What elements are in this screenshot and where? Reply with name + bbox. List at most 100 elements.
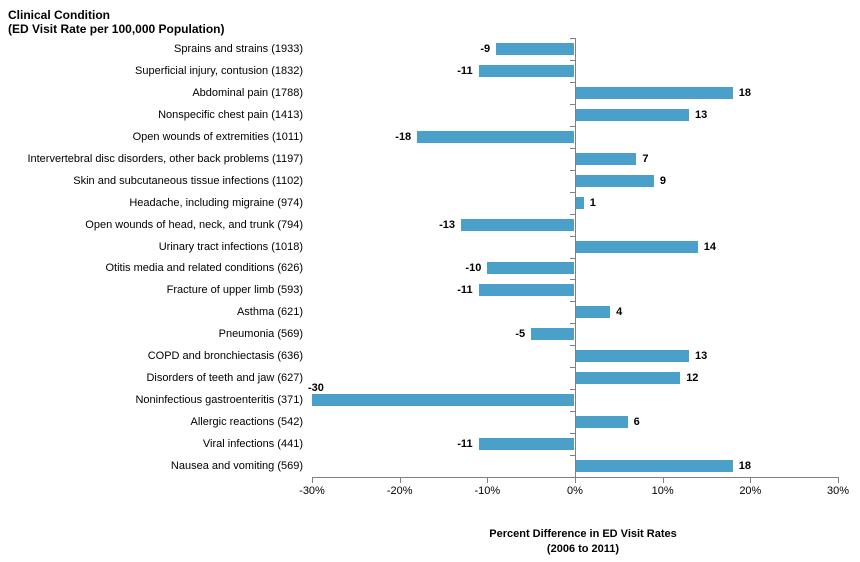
chart-title-line1: Clinical Condition bbox=[8, 8, 110, 22]
category-label: Superficial injury, contusion (1832) bbox=[135, 64, 303, 77]
bar-value-label: 7 bbox=[642, 152, 649, 165]
bar-value-label: 13 bbox=[694, 350, 708, 363]
category-label: Disorders of teeth and jaw (627) bbox=[146, 372, 303, 385]
category-axis-tick bbox=[570, 411, 575, 413]
category-label: Open wounds of head, neck, and trunk (79… bbox=[85, 218, 303, 231]
category-label: Noninfectious gastroenteritis (371) bbox=[135, 394, 303, 407]
category-axis-tick bbox=[570, 59, 575, 61]
category-label: Abdominal pain (1788) bbox=[192, 86, 303, 99]
category-label: Headache, including migraine (974) bbox=[129, 196, 303, 209]
category-axis-tick bbox=[570, 125, 575, 127]
category-axis-tick bbox=[570, 301, 575, 303]
bar bbox=[576, 174, 654, 187]
category-axis-tick bbox=[570, 38, 575, 39]
bar bbox=[576, 108, 689, 121]
bar-value-label: -13 bbox=[439, 218, 456, 231]
bar-value-label: -30 bbox=[308, 382, 324, 395]
chart-title-line2: (ED Visit Rate per 100,000 Population) bbox=[8, 22, 225, 36]
category-axis-tick bbox=[570, 257, 575, 259]
bar bbox=[576, 416, 628, 429]
bar bbox=[576, 306, 611, 319]
x-axis-tick bbox=[662, 478, 664, 483]
category-axis-tick bbox=[570, 147, 575, 149]
bar-value-label: -11 bbox=[457, 438, 473, 451]
bar bbox=[478, 64, 574, 77]
bar-value-label: 14 bbox=[703, 240, 716, 253]
x-axis-title-line2: (2006 to 2011) bbox=[546, 543, 620, 555]
x-axis-tick bbox=[750, 478, 752, 483]
bar-value-label: 4 bbox=[616, 306, 623, 319]
category-axis-line bbox=[575, 38, 576, 477]
bar-value-label: 18 bbox=[738, 460, 752, 473]
x-axis-tick bbox=[399, 478, 401, 483]
bar-value-label: -11 bbox=[457, 64, 473, 77]
bar bbox=[576, 372, 681, 385]
category-label: Pneumonia (569) bbox=[218, 328, 303, 341]
category-axis-tick bbox=[570, 81, 575, 83]
x-axis-line bbox=[312, 477, 839, 478]
category-axis-tick bbox=[570, 279, 575, 281]
bar bbox=[576, 240, 698, 253]
bar-value-label: -11 bbox=[457, 284, 473, 297]
category-axis-tick bbox=[570, 169, 575, 171]
bar-value-label: 13 bbox=[694, 108, 708, 121]
bar-value-label: 6 bbox=[633, 416, 640, 429]
category-label: Otitis media and related conditions (626… bbox=[105, 262, 304, 275]
x-axis-tick bbox=[487, 478, 489, 483]
bar bbox=[576, 152, 637, 165]
chart-title: Clinical Condition (ED Visit Rate per 10… bbox=[8, 8, 225, 36]
category-axis-tick bbox=[570, 235, 575, 237]
bar-value-label: -9 bbox=[480, 42, 491, 55]
bar-value-label: -5 bbox=[515, 328, 526, 341]
category-label: Skin and subcutaneous tissue infections … bbox=[73, 174, 303, 187]
category-label: Intervertebral disc disorders, other bac… bbox=[27, 152, 303, 165]
x-tick-label: -10% bbox=[474, 485, 501, 497]
category-axis-tick bbox=[570, 103, 575, 105]
category-label: Nonspecific chest pain (1413) bbox=[158, 108, 303, 121]
x-tick-label: 30% bbox=[826, 485, 850, 497]
x-tick-label: 0% bbox=[567, 485, 583, 497]
x-axis-tick bbox=[575, 478, 576, 483]
x-tick-label: 10% bbox=[651, 485, 674, 497]
category-label: Asthma (621) bbox=[236, 306, 303, 319]
bar bbox=[531, 328, 574, 341]
category-axis-tick bbox=[570, 213, 575, 215]
bar bbox=[417, 130, 574, 143]
category-label: Sprains and strains (1933) bbox=[173, 42, 303, 55]
category-axis-tick bbox=[570, 389, 575, 391]
bar bbox=[576, 460, 733, 473]
category-label: Fracture of upper limb (593) bbox=[166, 284, 303, 297]
category-label: COPD and bronchiectasis (636) bbox=[147, 350, 303, 363]
x-axis-title: Percent Difference in ED Visit Rates (20… bbox=[320, 527, 846, 557]
category-axis-tick bbox=[570, 367, 575, 369]
x-tick-label: -30% bbox=[299, 485, 325, 497]
category-axis-tick bbox=[570, 323, 575, 325]
x-tick-label: 20% bbox=[739, 485, 762, 497]
category-label: Allergic reactions (542) bbox=[190, 416, 304, 429]
bar-value-label: 12 bbox=[686, 372, 699, 385]
bar bbox=[478, 438, 574, 451]
x-tick-label: -20% bbox=[386, 485, 413, 497]
bar bbox=[487, 262, 574, 275]
category-axis-tick bbox=[570, 345, 575, 347]
bar bbox=[576, 196, 584, 209]
bar bbox=[461, 218, 574, 231]
bar bbox=[576, 350, 689, 363]
bar bbox=[576, 86, 733, 99]
x-axis-tick bbox=[838, 478, 839, 483]
bar-value-label: 9 bbox=[659, 174, 667, 187]
x-axis-title-line1: Percent Difference in ED Visit Rates bbox=[489, 528, 677, 540]
category-label: Viral infections (441) bbox=[202, 438, 303, 451]
category-axis-tick bbox=[570, 433, 575, 435]
bar-value-label: 18 bbox=[738, 86, 752, 99]
bar bbox=[496, 42, 574, 55]
bar bbox=[478, 284, 574, 297]
bar-value-label: -10 bbox=[465, 262, 482, 275]
category-axis-tick bbox=[570, 191, 575, 193]
category-label: Urinary tract infections (1018) bbox=[158, 240, 303, 253]
bar bbox=[312, 394, 574, 407]
category-label: Nausea and vomiting (569) bbox=[170, 460, 303, 473]
bar-value-label: 1 bbox=[589, 196, 596, 209]
bar-value-label: -18 bbox=[395, 130, 412, 143]
